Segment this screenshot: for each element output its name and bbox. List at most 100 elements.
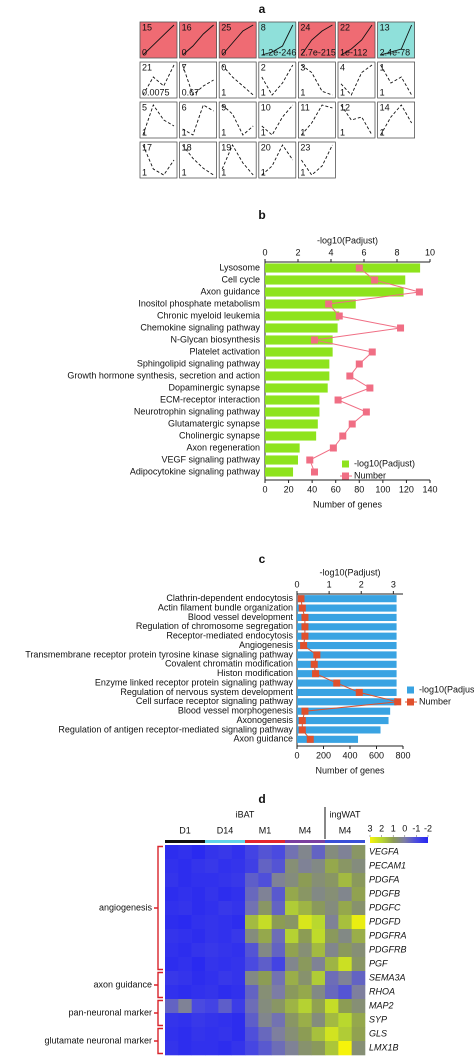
profile-box xyxy=(377,101,416,139)
heatmap-cell xyxy=(351,901,366,916)
profile-box xyxy=(337,61,376,99)
heatmap-cell xyxy=(178,873,192,888)
heatmap-cell xyxy=(191,1013,206,1028)
heatmap-cell xyxy=(285,1013,299,1028)
heatmap-cell xyxy=(325,943,339,958)
bar xyxy=(265,263,421,273)
x-tick-label: 20 xyxy=(284,484,294,494)
marker xyxy=(355,264,363,272)
heatmap-cell xyxy=(218,985,232,1000)
x2-tick-label: 10 xyxy=(425,247,435,257)
heatmap-cell xyxy=(271,1013,286,1028)
x2-axis-title: -log10(Padjust) xyxy=(319,567,380,577)
category-label: Cholinergic synapse xyxy=(179,430,260,440)
heatmap-cell xyxy=(258,943,272,958)
heatmap-cell xyxy=(205,887,219,902)
heatmap-cell xyxy=(351,971,366,986)
heatmap-cell xyxy=(311,943,326,958)
category-label: Clathrin-dependent endocytosis xyxy=(166,593,293,603)
heatmap-cell xyxy=(178,971,192,986)
heatmap-cell xyxy=(231,1041,246,1056)
group-label: M1 xyxy=(259,825,272,835)
x-tick-label: 800 xyxy=(395,750,410,760)
profile-line xyxy=(142,104,175,136)
tissue-label: ingWAT xyxy=(329,809,361,819)
profile-box xyxy=(139,101,178,139)
heatmap-cell xyxy=(178,929,192,944)
profile-pvalue: 1 xyxy=(221,167,226,177)
x2-tick-label: 3 xyxy=(391,579,396,589)
bar xyxy=(297,604,397,612)
heatmap-cell xyxy=(191,915,206,930)
profile-id: 6 xyxy=(182,102,187,112)
heatmap-cell xyxy=(271,943,286,958)
legend-label: -log10(Padjust) xyxy=(354,458,415,468)
profile-line xyxy=(301,104,333,136)
heatmap-cell xyxy=(298,887,312,902)
category-label: Chemokine signaling pathway xyxy=(140,322,260,332)
profile-box xyxy=(337,101,376,139)
heatmap-cell xyxy=(165,957,179,972)
heatmap-cell xyxy=(351,1013,366,1028)
heatmap-cell xyxy=(271,999,286,1014)
heatmap-cell xyxy=(258,873,272,888)
category-label: Actin filament bundle organization xyxy=(158,602,293,612)
heatmap-cell xyxy=(191,901,206,916)
gene-label: RHOA xyxy=(369,986,395,996)
profile-box xyxy=(139,141,178,179)
row-bracket xyxy=(154,845,163,971)
profile-line xyxy=(221,143,254,176)
heatmap-cell xyxy=(231,887,246,902)
bar xyxy=(265,323,338,333)
heatmap-cell xyxy=(178,845,192,860)
category-label: Sphingolipid signaling pathway xyxy=(137,358,261,368)
marker xyxy=(300,642,308,650)
bar xyxy=(265,407,320,417)
category-label: Blood vessel development xyxy=(188,612,294,622)
profile-line xyxy=(142,64,175,96)
profile-line xyxy=(182,104,214,136)
bar xyxy=(265,395,320,405)
heatmap-cell xyxy=(351,1027,366,1042)
heatmap-cell xyxy=(311,901,326,916)
heatmap-cell xyxy=(205,1041,219,1056)
heatmap-cell xyxy=(298,859,312,874)
heatmap-cell xyxy=(231,873,246,888)
category-label: Transmembrane receptor protein tyrosine … xyxy=(25,649,293,659)
x-tick-label: 100 xyxy=(375,484,390,494)
category-label: Axon guidance xyxy=(200,286,260,296)
group-label: D14 xyxy=(217,825,234,835)
category-label: Chronic myeloid leukemia xyxy=(157,310,260,320)
heatmap-cell xyxy=(285,929,299,944)
heatmap-cell xyxy=(351,873,366,888)
heatmap-cell xyxy=(338,845,352,860)
heatmap-cell xyxy=(245,929,259,944)
heatmap-cell xyxy=(205,1027,219,1042)
heatmap-cell xyxy=(178,957,192,972)
marker xyxy=(355,360,363,368)
heatmap-cell xyxy=(258,901,272,916)
bar xyxy=(297,717,389,725)
heatmap-cell xyxy=(205,971,219,986)
marker xyxy=(298,726,306,734)
x2-tick-label: 6 xyxy=(361,247,366,257)
heatmap-cell xyxy=(338,1041,352,1056)
legend-label: Number xyxy=(354,470,386,480)
heatmap-cell xyxy=(311,929,326,944)
heatmap-cell xyxy=(165,985,179,1000)
colorbar-label: 1 xyxy=(391,823,396,833)
heatmap-cell xyxy=(191,859,206,874)
heatmap-cell xyxy=(231,943,246,958)
heatmap-cell xyxy=(325,971,339,986)
bar xyxy=(297,670,397,678)
heatmap-cell xyxy=(218,845,232,860)
heatmap-cell xyxy=(258,859,272,874)
x2-tick-label: 1 xyxy=(327,579,332,589)
bar xyxy=(265,443,300,453)
heatmap-cell xyxy=(258,1041,272,1056)
heatmap-cell xyxy=(285,1027,299,1042)
panel-label: b xyxy=(258,208,265,222)
heatmap-cell xyxy=(298,943,312,958)
profile-pvalue: 0.67 xyxy=(182,87,200,97)
